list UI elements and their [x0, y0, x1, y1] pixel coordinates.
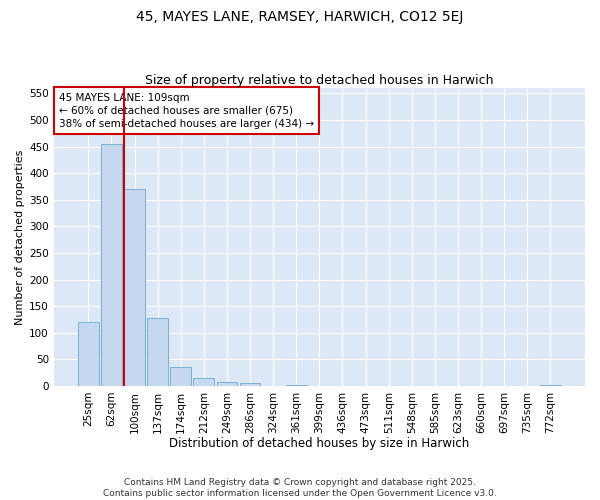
Bar [170, 367, 191, 386]
Bar [78, 322, 99, 386]
Title: Size of property relative to detached houses in Harwich: Size of property relative to detached ho… [145, 74, 494, 87]
Bar [239, 383, 260, 386]
Bar [217, 382, 238, 386]
Bar [147, 318, 168, 386]
Bar [101, 144, 122, 386]
Bar [193, 378, 214, 386]
Bar [540, 385, 561, 386]
Y-axis label: Number of detached properties: Number of detached properties [15, 150, 25, 324]
Bar [124, 189, 145, 386]
X-axis label: Distribution of detached houses by size in Harwich: Distribution of detached houses by size … [169, 437, 470, 450]
Text: 45 MAYES LANE: 109sqm
← 60% of detached houses are smaller (675)
38% of semi-det: 45 MAYES LANE: 109sqm ← 60% of detached … [59, 92, 314, 129]
Text: 45, MAYES LANE, RAMSEY, HARWICH, CO12 5EJ: 45, MAYES LANE, RAMSEY, HARWICH, CO12 5E… [136, 10, 464, 24]
Text: Contains HM Land Registry data © Crown copyright and database right 2025.
Contai: Contains HM Land Registry data © Crown c… [103, 478, 497, 498]
